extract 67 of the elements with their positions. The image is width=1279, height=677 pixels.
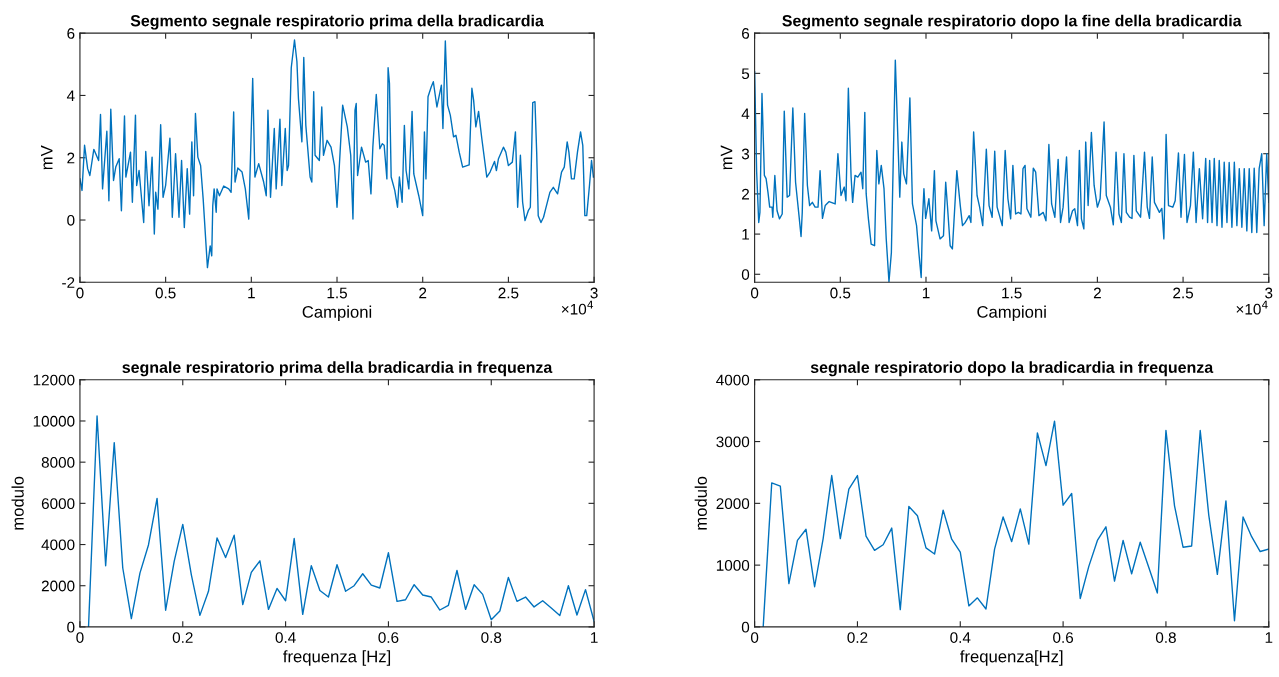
x-tick-label: 3	[1265, 287, 1273, 299]
x-tick-label: 0	[76, 632, 84, 643]
x-axis-title: Campioni	[977, 305, 1046, 322]
y-tick-label: 2000	[41, 580, 75, 592]
y-tick-label: 0	[741, 269, 750, 280]
y-tick-label: -2	[62, 277, 75, 288]
y-tick-label: 2	[742, 188, 749, 200]
x-tick-label: 1.5	[327, 287, 347, 299]
y-axis-title: mV	[720, 145, 733, 170]
y-tick-label: 0	[67, 621, 75, 633]
x-tick-label: 2.5	[498, 287, 519, 299]
x-tick-label: 1	[248, 287, 255, 299]
y-tick-label: 1000	[716, 559, 750, 571]
y-axis-title: mV	[41, 145, 53, 170]
y-tick-label: 4000	[716, 374, 750, 386]
x-tick-label: 0.2	[847, 632, 868, 643]
x-tick-label: 0.8	[481, 632, 502, 643]
y-tick-label: 4	[66, 90, 75, 101]
x-tick-label: 0.8	[1155, 632, 1176, 643]
y-tick-label: 1	[742, 229, 749, 240]
x-axis-title: frequenza[Hz]	[960, 650, 1063, 666]
x-tick-label: 1	[591, 632, 598, 643]
y-tick-label: 6	[742, 28, 750, 39]
y-axis-title: modulo	[694, 476, 707, 530]
y-tick-label: 6	[67, 28, 75, 39]
y-tick-label: 6000	[41, 498, 75, 510]
y-tick-label: 12000	[33, 374, 75, 386]
x-tick-label: 0.6	[378, 632, 399, 643]
x-tick-label: 2.5	[1173, 287, 1194, 299]
y-tick-label: 10000	[33, 415, 75, 427]
x-tick-label: 0.5	[155, 287, 176, 299]
x-tick-label: 0.5	[830, 287, 851, 299]
y-tick-label: 4000	[41, 539, 75, 551]
y-tick-label: 2000	[716, 498, 750, 510]
text: ×10$^{4}$	[1236, 300, 1268, 315]
chart-title: Segmento segnale respiratorio dopo la fine della bradicardia	[782, 14, 1242, 30]
line-series	[87, 415, 595, 627]
line-series	[79, 39, 595, 269]
y-tick-label: 0	[741, 621, 750, 633]
text: ×10$^{4}$	[561, 300, 594, 315]
x-tick-label: 1	[922, 287, 930, 299]
y-tick-label: 2	[67, 152, 75, 164]
y-tick-label: 3	[741, 148, 750, 160]
x-tick-label: 0.4	[950, 632, 971, 643]
x-tick-label: 0	[750, 287, 759, 299]
x-tick-label: 0.2	[172, 632, 193, 643]
chart-title: Segmento segnale respiratorio prima della bradicardia	[130, 14, 544, 30]
y-tick-label: 8000	[41, 457, 75, 468]
x-tick-label: 0.4	[275, 632, 296, 643]
x-axis-title: frequenza [Hz]	[283, 650, 391, 666]
x-tick-label: 1.5	[1002, 287, 1022, 299]
x-tick-label: 2	[419, 287, 427, 299]
y-tick-label: 5	[741, 68, 750, 80]
chart-title: segnale respiratorio dopo la bradicardia in frequenza	[810, 361, 1214, 377]
chart-title: segnale respiratorio prima della bradicardia in frequenza	[122, 361, 553, 377]
x-tick-label: 3	[590, 287, 598, 299]
x-tick-label: 2	[1093, 287, 1101, 299]
line-series	[762, 420, 1269, 627]
x-axis-title: Campioni	[302, 305, 372, 322]
y-axis-title: modulo	[11, 476, 24, 530]
y-tick-label: 3000	[716, 436, 750, 448]
x-tick-label: 0	[76, 287, 84, 299]
x-tick-label: 1	[1265, 632, 1273, 643]
x-tick-label: 0.6	[1053, 632, 1074, 643]
y-tick-label: 4	[741, 108, 750, 120]
x-tick-label: 0	[750, 632, 759, 643]
y-tick-label: 0	[67, 214, 75, 226]
